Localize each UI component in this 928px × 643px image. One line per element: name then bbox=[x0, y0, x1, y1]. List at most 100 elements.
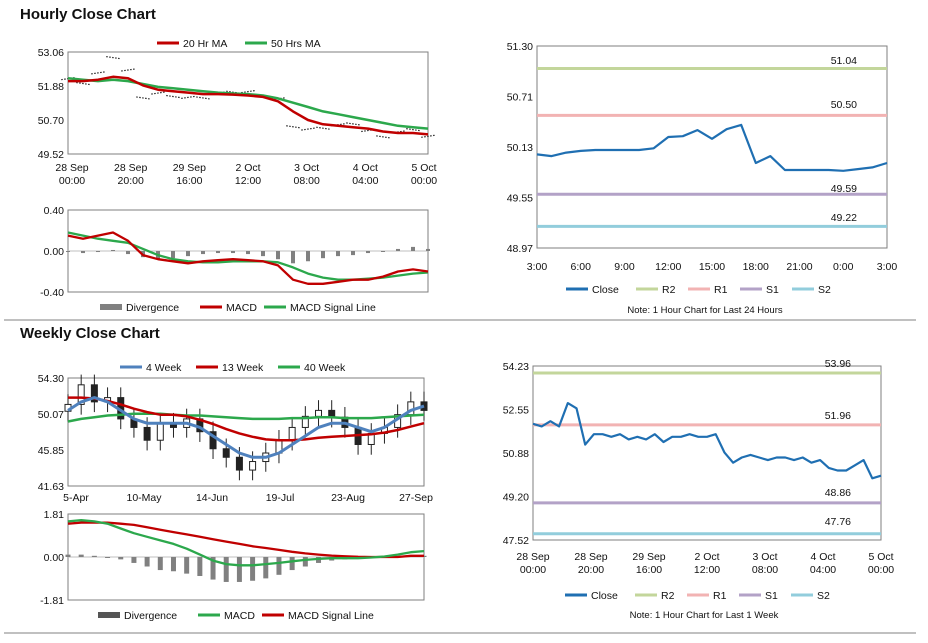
candle-body bbox=[315, 409, 323, 417]
price-tick bbox=[106, 56, 120, 60]
divergence-bar bbox=[231, 251, 235, 254]
candle-body bbox=[301, 415, 309, 428]
weekly-macd-legend-label: MACD bbox=[224, 610, 255, 622]
x-tick-label: 00:00 bbox=[59, 175, 85, 187]
level-r1-label: 50.50 bbox=[831, 99, 857, 111]
divergence-bar bbox=[144, 557, 150, 567]
ma-20-line bbox=[68, 75, 429, 136]
weekly-macd-legend-swatch bbox=[98, 612, 120, 618]
x-tick-label: 28 Sep bbox=[574, 551, 607, 563]
divergence-bar bbox=[96, 251, 100, 253]
divergence-bar bbox=[291, 251, 295, 264]
price-tick bbox=[151, 91, 165, 95]
weekly-levels-legend-label: S1 bbox=[765, 590, 778, 602]
level-s1-label: 49.59 bbox=[831, 183, 857, 195]
x-tick-label: 2 Oct bbox=[235, 162, 260, 174]
divergence-bar bbox=[126, 251, 130, 255]
level-r2-label: 53.96 bbox=[825, 358, 851, 370]
candle-body bbox=[209, 431, 217, 450]
weekly-levels-legend-label: R1 bbox=[713, 590, 727, 602]
weekly-price-plot-area bbox=[67, 377, 425, 487]
price-tick bbox=[181, 95, 195, 99]
x-tick-label: 0:00 bbox=[833, 261, 854, 273]
close-line bbox=[536, 123, 888, 172]
divergence-bar bbox=[426, 248, 430, 251]
divergence-bar bbox=[321, 251, 325, 259]
x-tick-label: 16:00 bbox=[636, 564, 662, 576]
divergence-bar bbox=[250, 557, 256, 581]
hourly-price-legend-label: 20 Hr MA bbox=[183, 38, 227, 50]
x-tick-label: 3:00 bbox=[877, 261, 898, 273]
y-tick-label: 47.52 bbox=[503, 535, 529, 547]
y-tick-label: 50.70 bbox=[38, 115, 64, 127]
level-s2-label: 47.76 bbox=[825, 516, 851, 528]
price-tick bbox=[196, 96, 210, 100]
price-tick bbox=[361, 128, 375, 133]
price-tick bbox=[301, 127, 315, 131]
y-tick-label: 1.81 bbox=[44, 509, 65, 521]
divergence-bar bbox=[366, 251, 370, 254]
price-tick bbox=[421, 134, 435, 138]
y-tick-label: 53.06 bbox=[38, 47, 64, 59]
x-tick-label: 4 Oct bbox=[810, 551, 835, 563]
weekly-levels-plot-area bbox=[532, 365, 882, 541]
price-tick bbox=[76, 81, 90, 86]
y-tick-label: 54.30 bbox=[38, 373, 64, 385]
divergence-bar bbox=[306, 251, 310, 262]
y-tick-label: 54.23 bbox=[503, 361, 529, 373]
divergence-bar bbox=[157, 557, 163, 571]
x-tick-label: 08:00 bbox=[294, 175, 320, 187]
candle-body bbox=[249, 461, 257, 471]
candle-body bbox=[156, 422, 164, 441]
divergence-bar bbox=[201, 251, 205, 255]
level-s2-label: 49.22 bbox=[831, 212, 857, 224]
chart-note: Note: 1 Hour Chart for Last 1 Week bbox=[630, 610, 779, 621]
x-tick-label: 6:00 bbox=[571, 261, 592, 273]
divergence-bar bbox=[276, 251, 280, 260]
divergence-bar bbox=[65, 554, 71, 557]
y-tick-label: -0.40 bbox=[40, 287, 64, 299]
price-tick bbox=[166, 94, 180, 99]
y-tick-label: 50.07 bbox=[38, 409, 64, 421]
hourly-macd-legend-swatch bbox=[100, 304, 122, 310]
y-tick-label: 45.85 bbox=[38, 445, 64, 457]
x-tick-label: 9:00 bbox=[614, 261, 635, 273]
divergence-bar bbox=[170, 557, 176, 572]
weekly-price-legend-label: 13 Week bbox=[222, 362, 264, 374]
candle-body bbox=[288, 426, 296, 441]
divergence-bar bbox=[131, 557, 137, 563]
y-tick-label: 49.55 bbox=[507, 193, 533, 205]
candle-body bbox=[222, 448, 230, 458]
y-tick-label: 51.30 bbox=[507, 41, 533, 53]
x-tick-label: 18:00 bbox=[743, 261, 769, 273]
divergence-bar bbox=[184, 557, 190, 574]
hourly-macd-legend-label: MACD Signal Line bbox=[290, 302, 376, 314]
weekly-price-legend-label: 4 Week bbox=[146, 362, 182, 374]
x-tick-label: 27-Sep bbox=[399, 492, 433, 504]
divergence-bar bbox=[197, 557, 203, 577]
divergence-bar bbox=[261, 251, 265, 257]
x-tick-label: 3 Oct bbox=[294, 162, 319, 174]
y-tick-label: 49.20 bbox=[503, 492, 529, 504]
price-tick bbox=[406, 128, 420, 132]
y-tick-label: -1.81 bbox=[40, 595, 64, 607]
y-tick-label: 50.13 bbox=[507, 142, 533, 154]
signal-line bbox=[67, 231, 429, 281]
divergence-bar bbox=[66, 251, 70, 252]
hourly-price-legend-label: 50 Hrs MA bbox=[271, 38, 321, 50]
hourly-levels-legend-label: R1 bbox=[714, 284, 728, 296]
level-r2-label: 51.04 bbox=[831, 55, 857, 67]
divergence-bar bbox=[351, 251, 355, 256]
y-tick-label: 0.00 bbox=[44, 552, 65, 564]
divergence-bar bbox=[263, 557, 269, 579]
y-tick-label: 48.97 bbox=[507, 243, 533, 255]
x-tick-label: 00:00 bbox=[868, 564, 894, 576]
divergence-bar bbox=[336, 251, 340, 257]
weekly-price-legend-label: 40 Week bbox=[304, 362, 346, 374]
level-s1-label: 48.86 bbox=[825, 487, 851, 499]
hourly-section-title: Hourly Close Chart bbox=[20, 6, 156, 23]
weekly-macd-legend-label: Divergence bbox=[124, 610, 177, 622]
weekly-levels-legend-label: S2 bbox=[817, 590, 830, 602]
